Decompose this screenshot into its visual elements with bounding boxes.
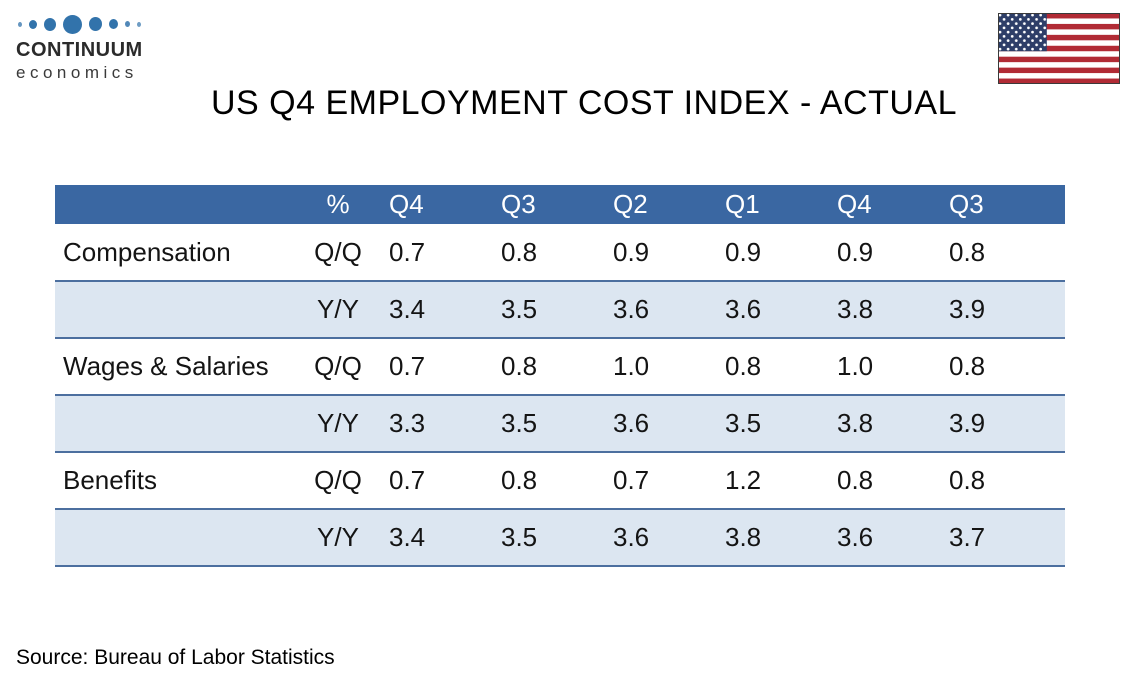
table-row-wages-yy: Y/Y 3.3 3.5 3.6 3.5 3.8 3.9 xyxy=(55,395,1065,452)
cell-value: 0.9 xyxy=(837,236,874,267)
logo-dot xyxy=(44,17,56,31)
logo-dot xyxy=(137,21,141,27)
us-flag-icon xyxy=(998,13,1120,84)
row-label: Compensation xyxy=(63,236,231,267)
row-measure: Q/Q xyxy=(314,351,362,381)
header-cell-q4: Q4 xyxy=(389,189,424,219)
logo-name: CONTINUUM xyxy=(16,39,143,61)
cell-value: 0.7 xyxy=(613,465,650,495)
header-cell-q4b: Q4 xyxy=(837,189,872,219)
cell-value: 0.7 xyxy=(389,351,426,381)
cell-value: 3.4 xyxy=(389,522,426,552)
cell-value: 3.8 xyxy=(837,408,874,438)
table-row-compensation-qq: Compensation Q/Q 0.7 0.8 0.9 0.9 0.9 0.8 xyxy=(55,224,1065,281)
row-label: Wages & Salaries xyxy=(63,351,269,381)
logo-dot xyxy=(29,19,37,29)
cell-value: 3.5 xyxy=(501,294,538,324)
cell-value: 3.6 xyxy=(613,408,650,438)
header-cell-q2: Q2 xyxy=(613,189,648,219)
cell-value: 0.8 xyxy=(501,236,538,267)
row-label xyxy=(55,281,290,338)
cell-value: 3.9 xyxy=(949,408,986,438)
cell-value: 1.0 xyxy=(837,351,874,381)
source-note: Source: Bureau of Labor Statistics xyxy=(16,646,335,669)
table-header-row: % Q4 Q3 Q2 Q1 Q4 Q3 xyxy=(55,185,1065,224)
row-measure: Y/Y xyxy=(317,294,359,324)
cell-value: 0.7 xyxy=(389,465,426,495)
cell-value: 3.5 xyxy=(501,408,538,438)
cell-value: 0.8 xyxy=(501,351,538,381)
cell-value: 1.0 xyxy=(613,351,650,381)
header-cell-q1: Q1 xyxy=(725,189,760,219)
cell-value: 3.6 xyxy=(725,294,762,324)
logo-dot xyxy=(89,17,102,31)
logo-dot xyxy=(18,21,22,27)
row-measure: Q/Q xyxy=(314,236,362,267)
table-row-wages-qq: Wages & Salaries Q/Q 0.7 0.8 1.0 0.8 1.0… xyxy=(55,338,1065,395)
logo-subname: economics xyxy=(16,63,138,82)
cell-value: 3.6 xyxy=(613,294,650,324)
logo-dot xyxy=(63,14,82,34)
row-measure: Q/Q xyxy=(314,465,362,495)
cell-value: 0.9 xyxy=(613,236,650,267)
cell-value: 3.9 xyxy=(949,294,986,324)
cell-value: 0.8 xyxy=(837,465,874,495)
cell-value: 3.4 xyxy=(389,294,426,324)
cell-value: 3.3 xyxy=(389,408,426,438)
logo-dots-icon xyxy=(18,12,143,36)
logo-dot xyxy=(109,19,118,29)
cell-value: 1.2 xyxy=(725,465,762,495)
table-row-compensation-yy: Y/Y 3.4 3.5 3.6 3.6 3.8 3.9 xyxy=(55,281,1065,338)
cell-value: 0.8 xyxy=(725,351,762,381)
cell-value: 3.8 xyxy=(725,522,762,552)
row-label: Benefits xyxy=(63,465,157,495)
table-row-benefits-qq: Benefits Q/Q 0.7 0.8 0.7 1.2 0.8 0.8 xyxy=(55,452,1065,509)
eci-table-container: % Q4 Q3 Q2 Q1 Q4 Q3 Compensation Q/Q 0.7… xyxy=(55,185,1065,567)
cell-value: 3.6 xyxy=(837,522,874,552)
continuum-logo: CONTINUUM economics xyxy=(16,12,143,83)
cell-value: 0.8 xyxy=(949,236,986,267)
table-row-benefits-yy: Y/Y 3.4 3.5 3.6 3.8 3.6 3.7 xyxy=(55,509,1065,566)
cell-value: 3.5 xyxy=(725,408,762,438)
row-label xyxy=(55,395,290,452)
slide-title: US Q4 EMPLOYMENT COST INDEX - ACTUAL xyxy=(210,84,957,122)
cell-value: 3.6 xyxy=(613,522,650,552)
cell-value: 0.9 xyxy=(725,236,762,267)
eci-table: % Q4 Q3 Q2 Q1 Q4 Q3 Compensation Q/Q 0.7… xyxy=(55,185,1065,567)
header-cell xyxy=(55,185,290,224)
cell-value: 0.7 xyxy=(389,236,426,267)
cell-value: 0.8 xyxy=(949,465,986,495)
logo-dot xyxy=(125,21,130,27)
cell-value: 0.8 xyxy=(501,465,538,495)
row-measure: Y/Y xyxy=(317,522,359,552)
row-label xyxy=(55,509,290,566)
cell-value: 3.7 xyxy=(949,522,986,552)
cell-value: 0.8 xyxy=(949,351,986,381)
header-cell-q3b: Q3 xyxy=(949,189,984,219)
row-measure: Y/Y xyxy=(317,408,359,438)
header-cell-q3: Q3 xyxy=(501,189,536,219)
cell-value: 3.5 xyxy=(501,522,538,552)
cell-value: 3.8 xyxy=(837,294,874,324)
header-cell-percent: % xyxy=(326,189,350,219)
